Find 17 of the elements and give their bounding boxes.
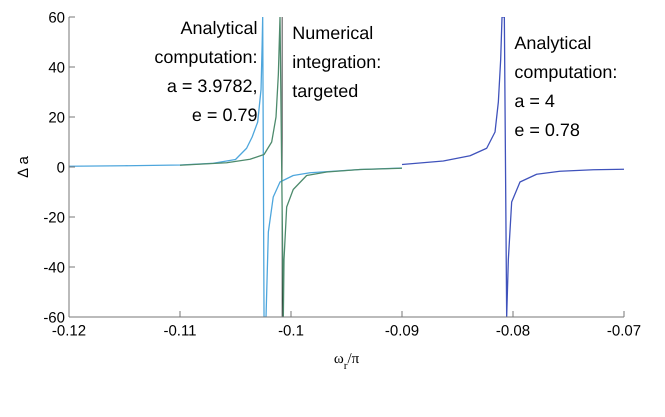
x-tick-label: -0.08: [496, 322, 530, 340]
x-tick-label: -0.09: [384, 322, 420, 340]
annotation: Analytical computation: a = 4 e = 0.78: [514, 32, 618, 142]
x-tick-label: -0.07: [606, 322, 642, 340]
x-axis-title: ω$_{r}$/π: [334, 351, 360, 372]
annotation: Analytical computation: a = 3.9782, e = 0.79: [154, 17, 258, 127]
annotation: Numerical integration: targeted: [292, 22, 382, 103]
y-tick-label: 0: [56, 159, 65, 176]
y-tick-label: 20: [48, 109, 65, 126]
y-tick-label: 60: [48, 9, 65, 26]
line-series: [401, 17, 624, 317]
y-tick-label: -40: [43, 259, 65, 276]
y-tick-label: -20: [43, 209, 65, 226]
x-tick-label: -0.11: [163, 322, 197, 340]
x-tick-label: -0.1: [278, 322, 304, 340]
y-axis-title: Δ a: [15, 155, 32, 178]
y-tick-label: 40: [48, 59, 65, 76]
